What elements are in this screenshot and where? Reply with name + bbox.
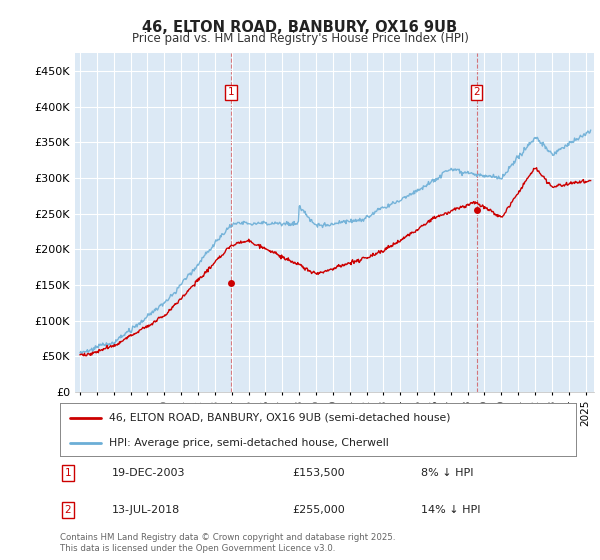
Text: Price paid vs. HM Land Registry's House Price Index (HPI): Price paid vs. HM Land Registry's House … [131, 32, 469, 45]
Text: 46, ELTON ROAD, BANBURY, OX16 9UB (semi-detached house): 46, ELTON ROAD, BANBURY, OX16 9UB (semi-… [109, 413, 451, 423]
Point [226, 278, 236, 287]
Text: Contains HM Land Registry data © Crown copyright and database right 2025.
This d: Contains HM Land Registry data © Crown c… [60, 533, 395, 553]
Text: £255,000: £255,000 [292, 505, 345, 515]
Text: £153,500: £153,500 [292, 468, 345, 478]
Text: 13-JUL-2018: 13-JUL-2018 [112, 505, 180, 515]
Text: 1: 1 [228, 87, 235, 97]
Text: 19-DEC-2003: 19-DEC-2003 [112, 468, 185, 478]
Point [472, 206, 481, 214]
Text: 2: 2 [473, 87, 480, 97]
Text: HPI: Average price, semi-detached house, Cherwell: HPI: Average price, semi-detached house,… [109, 438, 389, 448]
Text: 46, ELTON ROAD, BANBURY, OX16 9UB: 46, ELTON ROAD, BANBURY, OX16 9UB [142, 20, 458, 35]
Text: 1: 1 [64, 468, 71, 478]
Text: 2: 2 [64, 505, 71, 515]
Text: 8% ↓ HPI: 8% ↓ HPI [421, 468, 474, 478]
Text: 14% ↓ HPI: 14% ↓ HPI [421, 505, 481, 515]
